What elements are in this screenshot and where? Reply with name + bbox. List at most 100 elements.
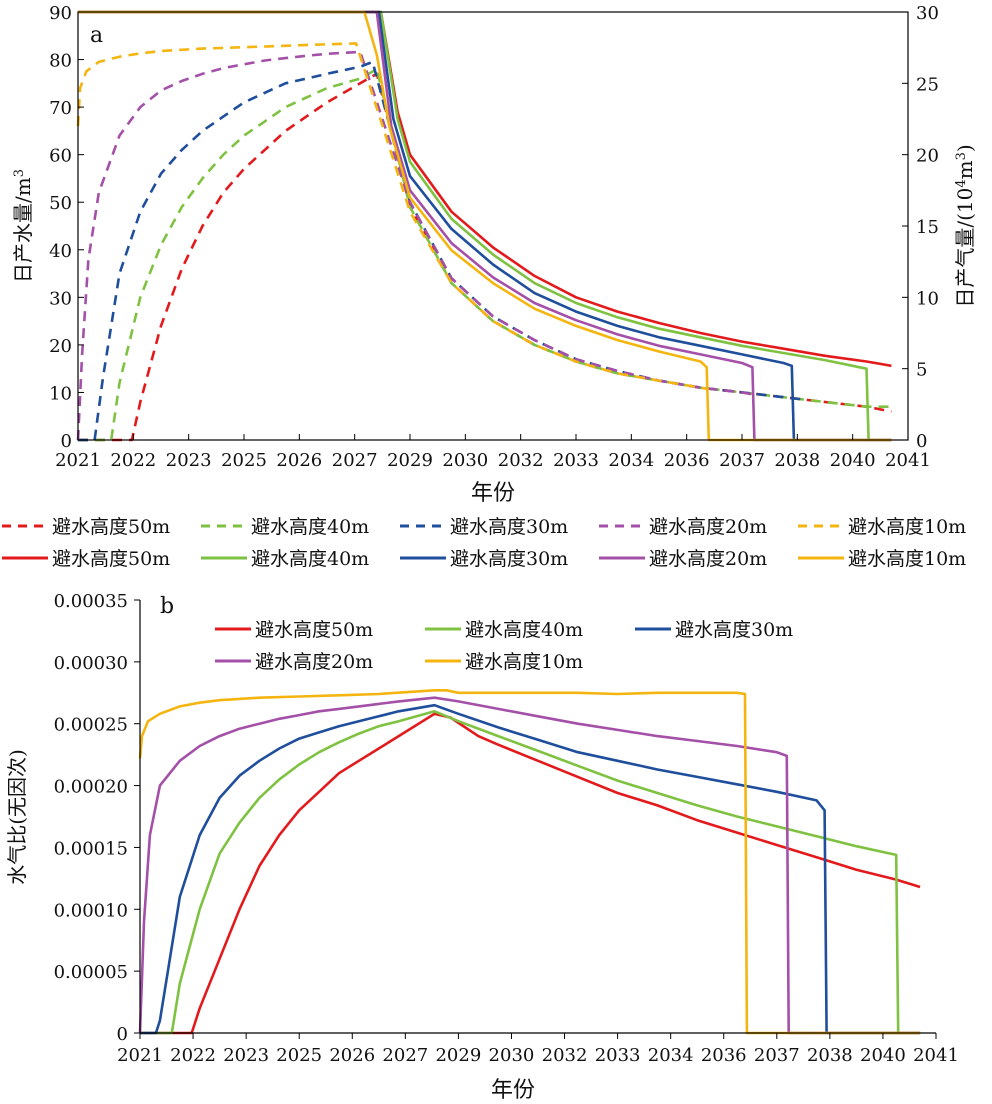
panel-a-legend-label: 避水高度30m (450, 516, 568, 538)
panel-a-water-line-1 (78, 67, 892, 442)
panel-a: 2021 2022 2023 2025 2026 2027 2029 2030 2032 2033… (2, 3, 977, 570)
panel-b-x-ticks: 2021 2022 2023 2025 2026 2027 2029 2030 2032 2033… (117, 1033, 959, 1066)
panel-b-y-axis-label: 水气比(无因次) (5, 749, 29, 885)
panel-b-y-tick-label: 0.00025 (54, 715, 128, 736)
panel-b-line-4 (138, 689, 921, 1035)
panel-a-x-tick-label: 2025 (221, 450, 267, 471)
panel-a-gas-line-0 (78, 10, 892, 368)
panel-a-x-tick-label: 2036 (664, 450, 710, 471)
panel-b-label: b (160, 594, 174, 619)
panel-a-y-tick-label-left: 50 (49, 193, 72, 214)
panel-b-y-tick-label: 0.00035 (54, 591, 128, 612)
panel-b-x-tick-label: 2023 (223, 1045, 269, 1066)
panel-b-line-2 (140, 703, 921, 1035)
panel-a-y-axis-label-left: 日产水量/m3 (11, 169, 35, 283)
panel-a-legend-label: 避水高度20m (649, 548, 767, 570)
panel-b-legend-label: 避水高度40m (465, 619, 583, 641)
panel-a-legend-label: 避水高度10m (848, 516, 966, 538)
panel-b-legend: 避水高度50m 避水高度40m 避水高度30m 避水高度20m 避水高度10m (215, 619, 793, 673)
panel-a-legend-label: 避水高度50m (52, 516, 170, 538)
panel-b-x-tick-label: 2026 (329, 1045, 375, 1066)
panel-a-x-tick-label: 2037 (719, 450, 765, 471)
panel-b-x-tick-label: 2033 (595, 1045, 641, 1066)
panel-a-x-tick-label: 2027 (332, 450, 378, 471)
panel-b-x-tick-label: 2029 (435, 1045, 481, 1066)
panel-b-x-tick-label: 2034 (648, 1045, 694, 1066)
panel-a-y-tick-label-left: 60 (49, 146, 72, 167)
panel-a-y-tick-label-left: 0 (61, 431, 72, 452)
panel-a-water-line-2 (78, 60, 805, 442)
panel-a-x-tick-label: 2033 (553, 450, 599, 471)
panel-b-x-tick-label: 2037 (754, 1045, 800, 1066)
panel-a-y-tick-label-right: 20 (916, 146, 939, 167)
panel-a-y-tick-label-right: 30 (916, 3, 939, 24)
panel-b-y-tick-label: 0.00015 (54, 838, 128, 859)
panel-a-y-tick-label-left: 30 (49, 288, 72, 309)
panel-b-y-tick-label: 0.00005 (54, 962, 128, 983)
panel-a-y-tick-label-left: 40 (49, 241, 72, 262)
panel-a-x-tick-label: 2032 (498, 450, 544, 471)
panel-a-gas-line-2 (78, 10, 892, 442)
panel-a-series (76, 10, 892, 442)
panel-a-x-tick-label: 2034 (608, 450, 654, 471)
panel-a-water-line-4 (76, 42, 710, 391)
panel-b-y-ticks: 0 0.00005 0.00010 0.00015 0.00020 0.00025 0.00… (54, 591, 140, 1045)
panel-a-y-tick-label-left: 20 (49, 336, 72, 357)
panel-b-legend-label: 避水高度30m (675, 619, 793, 641)
panel-b-y-tick-label: 0 (117, 1024, 128, 1045)
panel-b-line-1 (140, 710, 921, 1035)
panel-b-x-tick-label: 2036 (701, 1045, 747, 1066)
panel-a-y-tick-label-right: 5 (916, 360, 927, 381)
panel-b-x-tick-label: 2022 (170, 1045, 216, 1066)
panel-a-x-tick-label: 2038 (774, 450, 820, 471)
panel-b-x-tick-label: 2032 (542, 1045, 588, 1066)
panel-a-legend: 避水高度50m 避水高度40m 避水高度30m 避水高度20m 避水高度10m 避水高度5… (2, 516, 966, 570)
panel-a-x-tick-label: 2040 (830, 450, 876, 471)
panel-a-x-tick-label: 2023 (166, 450, 212, 471)
panel-b-x-tick-label: 2025 (276, 1045, 322, 1066)
panel-b-legend-label: 避水高度10m (465, 651, 583, 673)
panel-a-x-tick-label: 2030 (442, 450, 488, 471)
panel-a-gas-line-1 (78, 10, 892, 442)
panel-b-x-tick-label: 2041 (913, 1045, 959, 1066)
panel-a-legend-label: 避水高度50m (52, 548, 170, 570)
panel-b-x-axis-label: 年份 (491, 1078, 535, 1103)
panel-a-legend-label: 避水高度30m (450, 548, 568, 570)
panel-a-x-axis-label: 年份 (471, 481, 515, 506)
panel-b-x-tick-label: 2021 (117, 1045, 163, 1066)
panel-a-legend-label: 避水高度40m (251, 548, 369, 570)
panel-a-x-tick-label: 2026 (276, 450, 322, 471)
panel-a-x-tick-label: 2022 (110, 450, 156, 471)
panel-a-gas-line-3 (78, 10, 892, 442)
panel-b-x-tick-label: 2027 (382, 1045, 428, 1066)
panel-a-y-ticks-left: 0 10 20 30 40 50 60 70 80 90 (49, 3, 84, 452)
panel-a-label: a (90, 23, 103, 48)
panel-a-legend-label: 避水高度10m (848, 548, 966, 570)
panel-a-y-tick-label-right: 15 (916, 217, 939, 238)
panel-b-legend-label: 避水高度20m (255, 651, 373, 673)
panel-a-legend-label: 避水高度40m (251, 516, 369, 538)
panel-a-water-line-3 (76, 50, 755, 441)
panel-a-gas-line-4 (78, 10, 892, 442)
panel-a-y-tick-label-left: 90 (49, 3, 72, 24)
panel-a-y-axis-label-right: 日产气量/(104m3) (953, 144, 977, 307)
panel-b-x-tick-label: 2038 (807, 1045, 853, 1066)
panel-b-x-tick-label: 2030 (489, 1045, 535, 1066)
panel-a-x-tick-label: 2029 (387, 450, 433, 471)
panel-b-x-tick-label: 2040 (860, 1045, 906, 1066)
panel-b-series (138, 689, 921, 1035)
panel-b: 2021 2022 2023 2025 2026 2027 2029 2030 2032 2033… (5, 591, 959, 1103)
panel-a-y-tick-label-left: 10 (49, 383, 72, 404)
panel-b-y-tick-label: 0.00010 (54, 900, 128, 921)
panel-a-y-ticks-right: 0 5 10 15 20 25 30 (902, 3, 939, 452)
panel-b-y-tick-label: 0.00020 (54, 777, 128, 798)
panel-a-y-tick-label-right: 10 (916, 288, 939, 309)
panel-b-line-3 (138, 696, 921, 1035)
panel-b-y-tick-label: 0.00030 (54, 653, 128, 674)
panel-a-y-tick-label-left: 80 (49, 51, 72, 72)
panel-b-legend-label: 避水高度50m (255, 619, 373, 641)
panel-a-x-tick-label: 2041 (885, 450, 931, 471)
panel-a-x-tick-label: 2021 (55, 450, 101, 471)
panel-a-x-ticks: 2021 2022 2023 2025 2026 2027 2029 2030 2032 2033… (55, 434, 931, 471)
